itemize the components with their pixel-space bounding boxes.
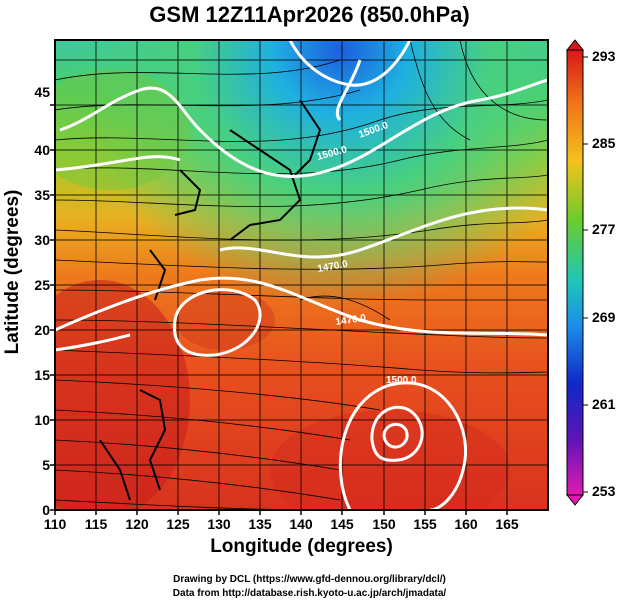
colorbar-tick-label: 261 <box>592 396 616 412</box>
x-tick-label: 115 <box>84 516 108 532</box>
height-contours <box>55 40 548 510</box>
x-tick-label: 125 <box>166 516 190 532</box>
credit-line: Data from http://database.rish.kyoto-u.a… <box>172 588 447 599</box>
y-tick-label: 40 <box>34 142 50 158</box>
x-tick-label: 165 <box>495 516 519 532</box>
y-tick-label: 25 <box>34 277 50 293</box>
x-tick-label: 145 <box>330 516 354 532</box>
streamlines <box>55 40 548 510</box>
y-tick-label: 45 <box>34 84 50 100</box>
contour-label: 1500.0 <box>386 375 417 386</box>
x-tick-label: 110 <box>43 516 67 532</box>
y-tick-label: 5 <box>42 457 50 473</box>
x-tick-label: 155 <box>413 516 437 532</box>
map-title: GSM 12Z11Apr2026 (850.0hPa) <box>149 2 470 27</box>
axis-ticks <box>50 104 508 515</box>
warm-anomaly-south <box>270 410 510 510</box>
warm-anomaly-west <box>55 280 190 510</box>
credit-line: Drawing by DCL (https://www.gfd-dennou.o… <box>173 574 446 585</box>
warm-anomaly-center <box>175 290 275 350</box>
y-tick-label: 30 <box>34 232 50 248</box>
colorbar-top-arrow <box>565 39 585 51</box>
x-tick-label: 160 <box>454 516 478 532</box>
colorbar-tick-label: 285 <box>592 135 616 151</box>
green-band-west <box>55 70 190 190</box>
x-tick-label: 135 <box>248 516 272 532</box>
colorbar-tick-label: 253 <box>592 483 616 499</box>
y-tick-label: 0 <box>42 502 50 518</box>
contour-label: 1470.0 <box>317 259 349 275</box>
y-tick-label: 10 <box>34 412 50 428</box>
y-tick-label: 15 <box>34 367 50 383</box>
colorbar-tick-label: 277 <box>592 221 616 237</box>
x-tick-label: 150 <box>372 516 396 532</box>
colorbar-tick-label: 269 <box>592 309 616 325</box>
colorbar-bottom-arrow <box>565 494 585 506</box>
colorbar-tick-label: 293 <box>592 48 616 64</box>
colorbar <box>565 39 588 506</box>
x-tick-label: 140 <box>289 516 313 532</box>
x-tick-label: 120 <box>125 516 149 532</box>
contour-label: 1470.0 <box>335 313 367 328</box>
y-tick-label: 35 <box>34 187 50 203</box>
x-axis-label: Longitude (degrees) <box>210 536 393 557</box>
colorbar-scale <box>566 49 584 496</box>
y-axis-label: Latitude (degrees) <box>2 189 23 355</box>
y-tick-label: 20 <box>34 322 50 338</box>
x-tick-label: 130 <box>207 516 231 532</box>
grid <box>55 40 548 510</box>
